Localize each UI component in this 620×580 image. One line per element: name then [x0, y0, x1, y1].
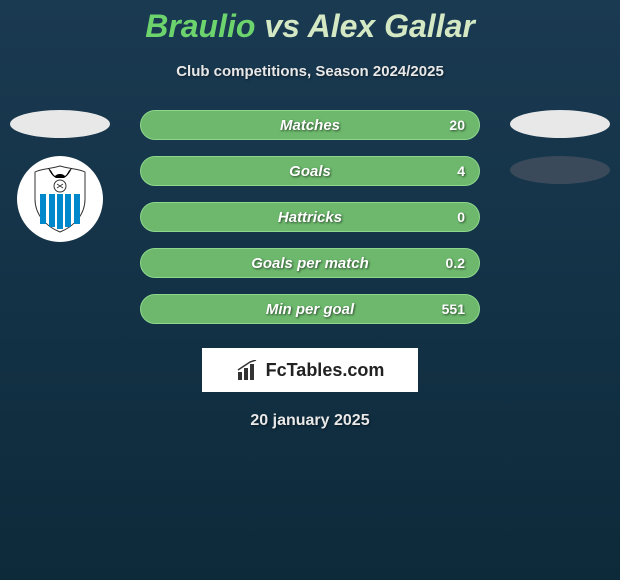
right-column — [510, 110, 610, 202]
stat-label: Goals — [289, 163, 331, 180]
date-text: 20 january 2025 — [0, 412, 620, 430]
stat-row-hattricks: Hattricks 0 — [140, 202, 480, 232]
stat-label: Matches — [280, 117, 340, 134]
stat-row-goals-per-match: Goals per match 0.2 — [140, 248, 480, 278]
stat-label: Goals per match — [251, 255, 369, 272]
stat-value: 551 — [442, 301, 465, 317]
brand-box[interactable]: FcTables.com — [202, 348, 418, 392]
stat-label: Hattricks — [278, 209, 342, 226]
player-photo-placeholder — [10, 110, 110, 138]
comparison-title: Braulio vs Alex Gallar — [0, 0, 620, 45]
player1-name: Braulio — [145, 8, 255, 44]
stat-row-goals: Goals 4 — [140, 156, 480, 186]
stat-label: Min per goal — [266, 301, 354, 318]
stat-value: 0 — [457, 209, 465, 225]
stat-row-matches: Matches 20 — [140, 110, 480, 140]
player-photo-placeholder — [510, 110, 610, 138]
shield-icon — [30, 164, 90, 234]
subtitle: Club competitions, Season 2024/2025 — [0, 63, 620, 80]
club-logo — [17, 156, 103, 242]
bar-chart-icon — [236, 360, 260, 380]
stat-row-min-per-goal: Min per goal 551 — [140, 294, 480, 324]
stat-value: 20 — [449, 117, 465, 133]
stat-value: 0.2 — [446, 255, 465, 271]
stat-value: 4 — [457, 163, 465, 179]
player2-name: Alex Gallar — [308, 8, 475, 44]
left-column — [10, 110, 110, 242]
club-logo-placeholder — [510, 156, 610, 184]
brand-text: FcTables.com — [266, 360, 385, 381]
stats-container: Matches 20 Goals 4 Hattricks 0 Goals per… — [140, 110, 480, 324]
vs-text: vs — [264, 8, 300, 44]
content-area: Matches 20 Goals 4 Hattricks 0 Goals per… — [0, 110, 620, 324]
